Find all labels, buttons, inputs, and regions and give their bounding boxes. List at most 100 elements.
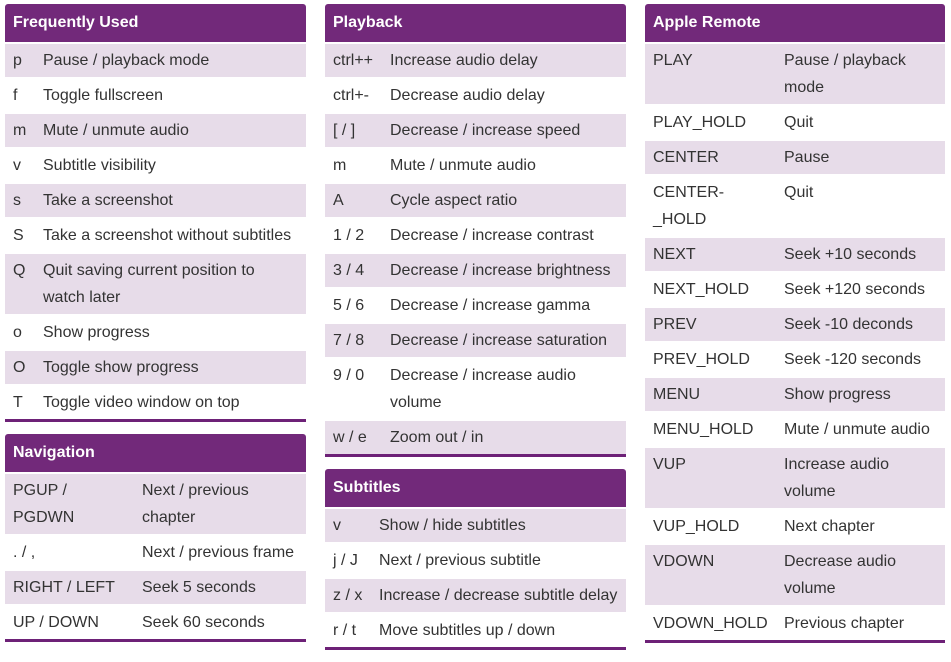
shortcut-key: PGUP / PGDWN (5, 473, 134, 535)
playback-table: ctrl++ Increase audio delay ctrl+- Decrease… (325, 42, 626, 454)
shortcut-row: s Take a screenshot (5, 183, 306, 218)
shortcut-description: Pause / playback mode (35, 43, 306, 78)
shortcut-description: Take a screenshot (35, 183, 306, 218)
shortcut-row: o Show progress (5, 315, 306, 350)
shortcut-row: m Mute / unmute audio (5, 113, 306, 148)
apple-remote-table: PLAY Pause / playback mode PLAY_HOLD Quit CE… (645, 42, 945, 640)
shortcut-description: Decrease / increase gamma (382, 288, 626, 323)
shortcut-description: Decrease / increase saturation (382, 323, 626, 358)
navigation-title: Navigation (5, 434, 306, 472)
shortcut-row: VDOWN_HOLD Previous chapter (645, 606, 945, 640)
shortcut-description: Decrease audio delay (382, 78, 626, 113)
shortcut-description: Pause / playback mode (776, 43, 945, 105)
subtitles-table: v Show / hide subtitles j / J Next / previo… (325, 507, 626, 647)
shortcut-key: Q (5, 253, 35, 315)
column-middle: Playback ctrl++ Increase audio delay ctrl+… (325, 4, 626, 662)
shortcut-key: MENU (645, 377, 776, 412)
shortcut-description: Seek 60 seconds (134, 605, 306, 639)
shortcut-key: 9 / 0 (325, 358, 382, 420)
shortcut-row: r / t Move subtitles up / down (325, 613, 626, 647)
shortcut-row: 3 / 4 Decrease / increase brightness (325, 253, 626, 288)
column-right: Apple Remote PLAY Pause / playback mode PL… (645, 4, 945, 655)
shortcut-description: Take a screenshot without subtitles (35, 218, 306, 253)
shortcut-key: T (5, 385, 35, 419)
shortcut-key: PLAY_HOLD (645, 105, 776, 140)
shortcut-row: [ / ] Decrease / increase speed (325, 113, 626, 148)
shortcut-row: UP / DOWN Seek 60 seconds (5, 605, 306, 639)
shortcut-description: Mute / unmute audio (776, 412, 945, 447)
shortcut-row: z / x Increase / decrease subtitle delay (325, 578, 626, 613)
shortcut-description: Increase audio volume (776, 447, 945, 509)
shortcut-row: VUP_HOLD Next chapter (645, 509, 945, 544)
shortcut-key: CENTER (645, 140, 776, 175)
shortcut-row: ctrl++ Increase audio delay (325, 43, 626, 78)
shortcut-row: f Toggle fullscreen (5, 78, 306, 113)
frequently-used-table: p Pause / playback mode f Toggle fullscreen… (5, 42, 306, 419)
shortcut-key: PLAY (645, 43, 776, 105)
shortcut-description: Seek +10 seconds (776, 237, 945, 272)
subtitles-title: Subtitles (325, 469, 626, 507)
frequently-used-title: Frequently Used (5, 4, 306, 42)
shortcut-key: o (5, 315, 35, 350)
shortcut-key: NEXT (645, 237, 776, 272)
shortcut-key: MENU_HOLD (645, 412, 776, 447)
shortcut-description: Decrease / increase speed (382, 113, 626, 148)
shortcut-key: UP / DOWN (5, 605, 134, 639)
shortcut-description: Seek -10 deconds (776, 307, 945, 342)
shortcut-description: Next chapter (776, 509, 945, 544)
shortcut-row: 9 / 0 Decrease / increase audio volume (325, 358, 626, 420)
shortcut-key: NEXT_HOLD (645, 272, 776, 307)
shortcut-row: CENTER Pause (645, 140, 945, 175)
shortcut-row: Q Quit saving current position to watch l… (5, 253, 306, 315)
shortcut-description: Move subtitles up / down (371, 613, 626, 647)
shortcut-key: s (5, 183, 35, 218)
shortcut-key: 7 / 8 (325, 323, 382, 358)
shortcut-key: S (5, 218, 35, 253)
playback-title: Playback (325, 4, 626, 42)
shortcut-row: NEXT Seek +10 seconds (645, 237, 945, 272)
shortcut-description: Subtitle visibility (35, 148, 306, 183)
shortcut-row: T Toggle video window on top (5, 385, 306, 419)
shortcut-key: ctrl++ (325, 43, 382, 78)
shortcut-row: 5 / 6 Decrease / increase gamma (325, 288, 626, 323)
shortcut-description: Decrease / increase contrast (382, 218, 626, 253)
shortcut-row: MENU_HOLD Mute / unmute audio (645, 412, 945, 447)
shortcut-description: Zoom out / in (382, 420, 626, 454)
shortcut-key: [ / ] (325, 113, 382, 148)
shortcut-key: VDOWN_HOLD (645, 606, 776, 640)
shortcut-description: Seek +120 seconds (776, 272, 945, 307)
shortcut-description: Next / previous chapter (134, 473, 306, 535)
shortcut-row: m Mute / unmute audio (325, 148, 626, 183)
shortcut-description: Increase / decrease subtitle delay (371, 578, 626, 613)
shortcut-description: Decrease / increase brightness (382, 253, 626, 288)
shortcut-row: O Toggle show progress (5, 350, 306, 385)
shortcut-row: PREV_HOLD Seek -120 seconds (645, 342, 945, 377)
shortcut-key: PREV (645, 307, 776, 342)
shortcut-row: . / , Next / previous frame (5, 535, 306, 570)
shortcut-key: v (325, 508, 371, 543)
shortcut-description: Previous chapter (776, 606, 945, 640)
shortcut-description: Quit (776, 105, 945, 140)
shortcut-description: Next / previous frame (134, 535, 306, 570)
shortcut-key: z / x (325, 578, 371, 613)
shortcut-key: VUP_HOLD (645, 509, 776, 544)
shortcut-row: ctrl+- Decrease audio delay (325, 78, 626, 113)
shortcut-key: m (5, 113, 35, 148)
subtitles-card: Subtitles v Show / hide subtitles j / J Nex… (325, 469, 626, 650)
shortcut-row: p Pause / playback mode (5, 43, 306, 78)
shortcut-key: CENTER-_HOLD (645, 175, 776, 237)
shortcut-key: 5 / 6 (325, 288, 382, 323)
shortcut-row: PLAY Pause / playback mode (645, 43, 945, 105)
shortcut-description: Seek -120 seconds (776, 342, 945, 377)
shortcut-description: Quit saving current position to watch la… (35, 253, 306, 315)
shortcut-key: f (5, 78, 35, 113)
shortcut-description: Seek 5 seconds (134, 570, 306, 605)
shortcut-row: RIGHT / LEFT Seek 5 seconds (5, 570, 306, 605)
shortcut-row: NEXT_HOLD Seek +120 seconds (645, 272, 945, 307)
shortcut-key: 3 / 4 (325, 253, 382, 288)
shortcut-description: Show progress (35, 315, 306, 350)
shortcut-row: PGUP / PGDWN Next / previous chapter (5, 473, 306, 535)
shortcut-row: PLAY_HOLD Quit (645, 105, 945, 140)
shortcut-key: . / , (5, 535, 134, 570)
shortcut-row: PREV Seek -10 deconds (645, 307, 945, 342)
